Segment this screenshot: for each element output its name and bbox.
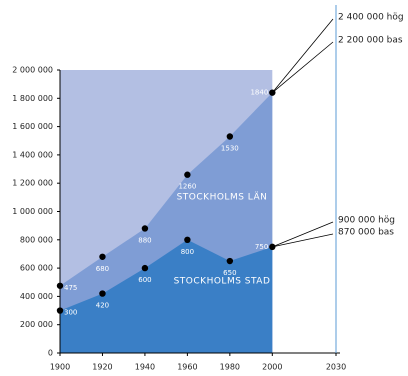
- y-tick-label: 1 400 000: [12, 150, 53, 159]
- y-tick-label: 2 000 000: [12, 66, 53, 75]
- value-label: 1530: [221, 145, 239, 153]
- y-tick-label: 200 000: [20, 320, 53, 329]
- x-tick-label: 2030: [326, 363, 346, 372]
- series-label: STOCKHOLMS STAD: [174, 277, 271, 287]
- data-point: [141, 225, 149, 232]
- y-tick-label: 1 600 000: [12, 122, 53, 131]
- data-point: [226, 133, 234, 140]
- annotation: 2 400 000 hög: [338, 13, 404, 23]
- annotation: 2 200 000 bas: [338, 36, 403, 46]
- data-point: [269, 89, 276, 96]
- data-point: [141, 264, 149, 272]
- value-label: 800: [181, 248, 194, 256]
- leader-line: [272, 41, 334, 93]
- data-point: [184, 236, 191, 243]
- value-label: 650: [223, 269, 236, 277]
- x-tick-label: 1980: [220, 363, 240, 372]
- y-tick-label: 400 000: [20, 292, 53, 301]
- leader-line: [272, 221, 334, 248]
- x-tick-label: 1900: [50, 363, 70, 372]
- y-tick-label: 1 000 000: [12, 207, 53, 216]
- data-point: [56, 307, 64, 314]
- value-label: 680: [96, 265, 109, 273]
- data-point: [226, 257, 234, 265]
- annotation: 870 000 bas: [338, 228, 394, 238]
- value-label: 475: [64, 284, 77, 292]
- data-point: [269, 243, 276, 251]
- x-tick-label: 1920: [92, 363, 112, 372]
- value-label: 1260: [178, 183, 196, 191]
- value-label: 600: [138, 276, 151, 284]
- y-tick-label: 1 200 000: [12, 179, 53, 188]
- value-label: 1840: [250, 89, 268, 97]
- value-label: 750: [255, 243, 268, 251]
- data-point: [56, 282, 64, 289]
- value-label: 300: [64, 309, 77, 317]
- value-label: 880: [138, 236, 151, 244]
- leader-line: [272, 233, 334, 248]
- data-point: [184, 171, 191, 178]
- y-tick-label: 800 000: [20, 235, 53, 244]
- y-tick-label: 0: [48, 349, 53, 358]
- x-tick-label: 1940: [135, 363, 155, 372]
- annotation: 900 000 hög: [338, 216, 395, 226]
- leader-line: [271, 18, 334, 93]
- value-label: 420: [96, 302, 109, 310]
- data-point: [99, 253, 106, 260]
- y-tick-label: 1 800 000: [12, 94, 53, 103]
- data-point: [99, 290, 106, 297]
- y-tick-label: 600 000: [20, 264, 53, 273]
- x-tick-label: 1960: [177, 363, 197, 372]
- x-tick-label: 2000: [262, 363, 282, 372]
- series-label: STOCKHOLMS LÄN: [177, 192, 268, 203]
- area: [60, 239, 273, 353]
